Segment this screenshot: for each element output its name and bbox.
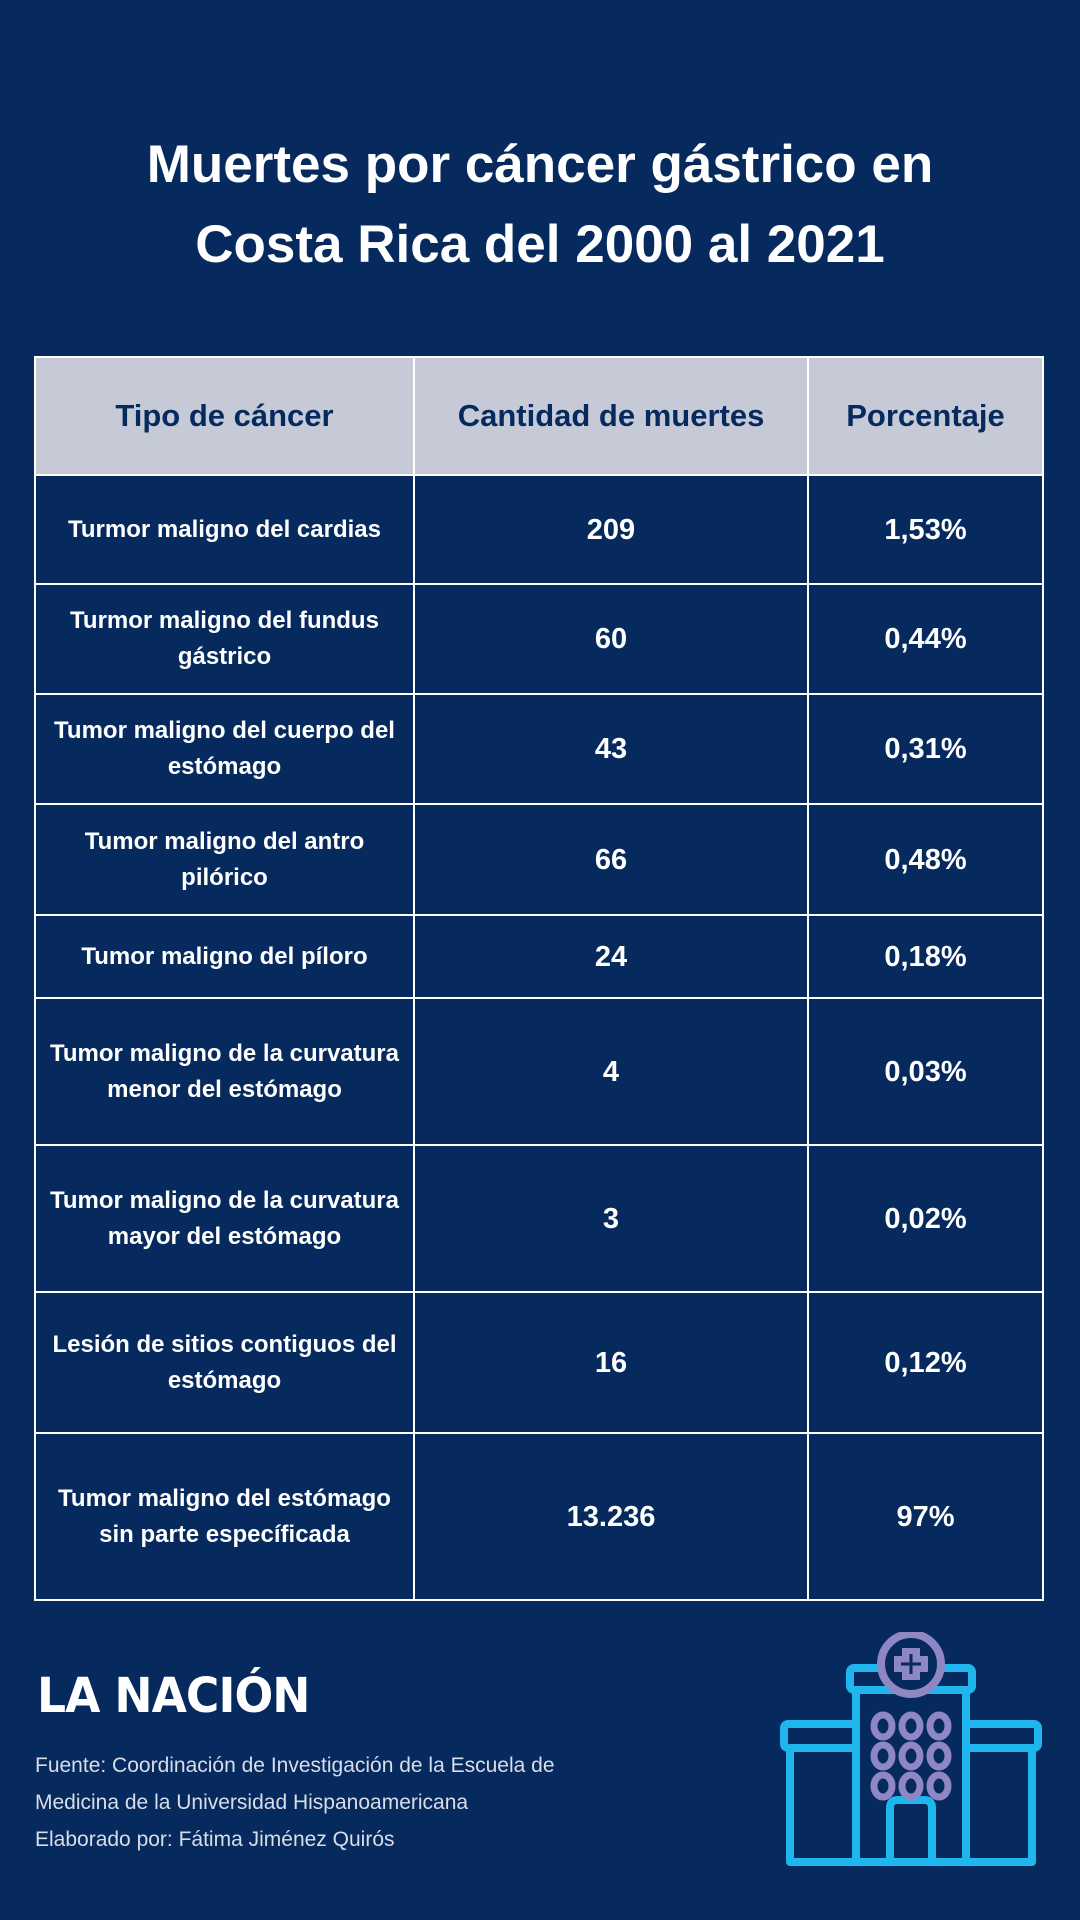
window-dot [870,1771,896,1801]
cell-porcentaje: 0,44% [807,583,1044,695]
table-row: Turmor maligno del fundus gástrico 60 0,44… [34,583,1044,695]
table-row: Tumor maligno del píloro 24 0,18% [34,914,1044,999]
cell-tipo: Tumor maligno del cuerpo del estómago [34,693,415,805]
cell-cantidad: 13.236 [413,1432,809,1601]
cell-cantidad: 209 [413,474,809,585]
cell-porcentaje: 0,31% [807,693,1044,805]
table-row: Tumor maligno del antro pilórico 66 0,48% [34,803,1044,916]
page-title: Muertes por cáncer gástrico en Costa Ric… [0,125,1080,285]
table-row: Tumor maligno del estómago sin parte esp… [34,1432,1044,1601]
table-row: Tumor maligno de la curvatura mayor del … [34,1144,1044,1293]
cell-cantidad: 4 [413,997,809,1146]
cell-tipo: Turmor maligno del cardias [34,474,415,585]
cell-porcentaje: 97% [807,1432,1044,1601]
title-line-2: Costa Rica del 2000 al 2021 [195,215,885,274]
window-dot [926,1771,952,1801]
cell-cantidad: 16 [413,1291,809,1434]
table-row: Tumor maligno de la curvatura menor del … [34,997,1044,1146]
cell-tipo: Tumor maligno del píloro [34,914,415,999]
cell-tipo: Tumor maligno del estómago sin parte esp… [34,1432,415,1601]
window-dot [898,1771,924,1801]
cell-porcentaje: 0,02% [807,1144,1044,1293]
window-dot [870,1711,896,1741]
cell-cantidad: 66 [413,803,809,916]
cell-tipo: Lesión de sitios contiguos del estómago [34,1291,415,1434]
window-dot [870,1741,896,1771]
window-dot [898,1741,924,1771]
cell-tipo: Tumor maligno del antro pilórico [34,803,415,916]
data-table: Tipo de cáncer Cantidad de muertes Porce… [34,356,1044,1601]
table-row: Lesión de sitios contiguos del estómago 1… [34,1291,1044,1434]
cell-cantidad: 43 [413,693,809,805]
source-line-1: Fuente: Coordinación de Investigación de… [35,1754,555,1777]
title-line-1: Muertes por cáncer gástrico en [146,135,934,194]
la-nacion-logo: LA NACIÓN [37,1668,310,1724]
table-row: Turmor maligno del cardias 209 1,53% [34,474,1044,585]
cell-cantidad: 24 [413,914,809,999]
window-dot [926,1711,952,1741]
header-tipo: Tipo de cáncer [34,356,415,476]
source-text: Fuente: Coordinación de Investigación de… [35,1747,555,1858]
header-cantidad: Cantidad de muertes [413,356,809,476]
hospital-icon [780,1632,1042,1866]
cell-tipo: Tumor maligno de la curvatura menor del … [34,997,415,1146]
source-line-2: Medicina de la Universidad Hispanoameric… [35,1791,469,1814]
header-porcentaje: Porcentaje [807,356,1044,476]
table-header-row: Tipo de cáncer Cantidad de muertes Porce… [34,356,1044,476]
cell-cantidad: 60 [413,583,809,695]
cell-porcentaje: 0,12% [807,1291,1044,1434]
cell-tipo: Turmor maligno del fundus gástrico [34,583,415,695]
cell-cantidad: 3 [413,1144,809,1293]
cell-porcentaje: 1,53% [807,474,1044,585]
credit-line: Elaborado por: Fátima Jiménez Quirós [35,1828,395,1851]
window-dot [926,1741,952,1771]
cell-tipo: Tumor maligno de la curvatura mayor del … [34,1144,415,1293]
window-dot [898,1711,924,1741]
cell-porcentaje: 0,48% [807,803,1044,916]
table-row: Tumor maligno del cuerpo del estómago 43 0… [34,693,1044,805]
cell-porcentaje: 0,03% [807,997,1044,1146]
cell-porcentaje: 0,18% [807,914,1044,999]
